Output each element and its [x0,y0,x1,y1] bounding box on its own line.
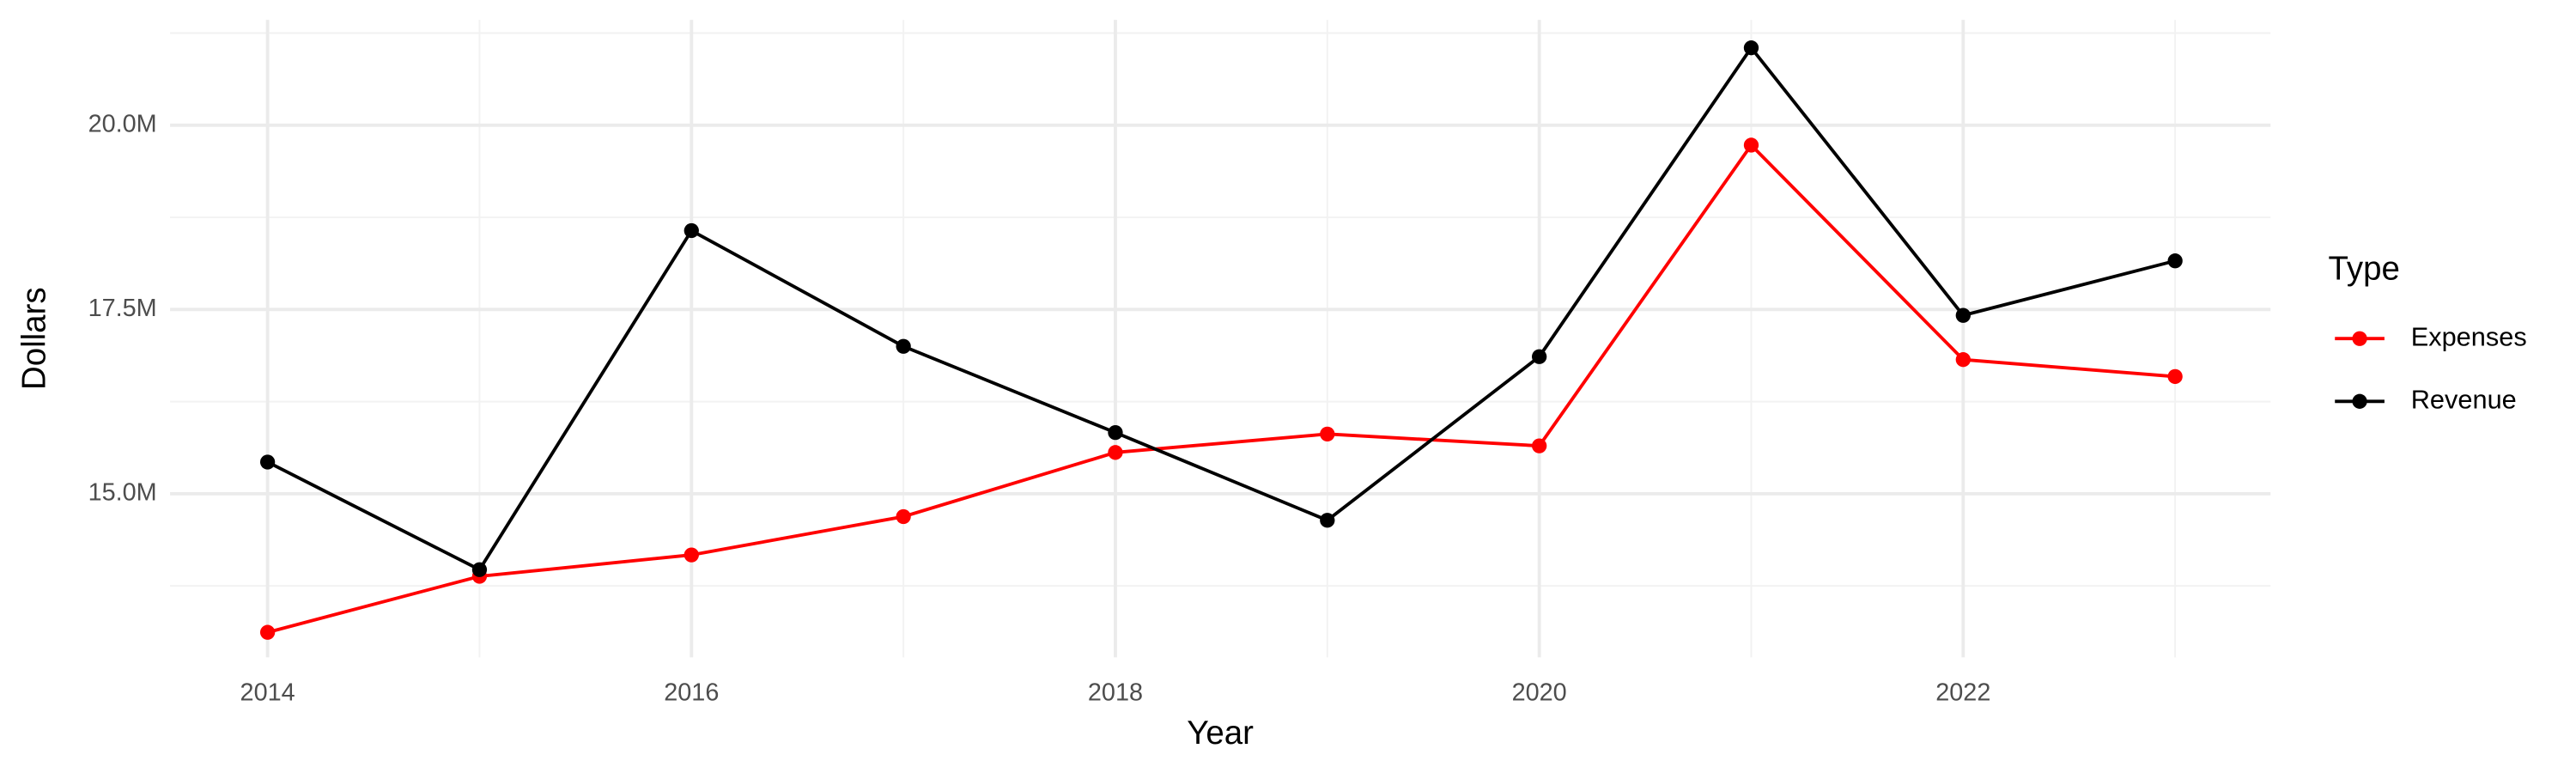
plot-area [259,40,2183,640]
data-point [1743,40,1759,56]
series-line [266,45,2176,572]
data-point [1108,424,1123,441]
legend-label: Expenses [2411,321,2527,351]
legend-title: Type [2329,251,2400,288]
data-point [2167,368,2183,385]
data-point [683,547,699,563]
legend-label: Revenue [2411,384,2517,414]
data-point [1108,445,1123,460]
x-tick-label: 2014 [240,679,295,706]
data-point [1320,426,1335,442]
y-tick-label: 15.0M [88,478,157,506]
legend: Expenses Revenue [2335,321,2527,414]
legend-key-point [2352,393,2367,409]
data-point [2167,253,2183,269]
data-point [683,222,699,239]
data-point [896,338,911,354]
data-point [259,454,276,470]
series-line [267,142,2176,635]
x-axis-title: Year [1187,715,1254,752]
legend-key-point [2352,331,2367,346]
x-tick-label: 2018 [1088,679,1143,706]
x-tick-label: 2016 [664,679,719,706]
data-point [1955,307,1971,323]
data-point [259,624,276,640]
data-point [896,508,911,525]
y-axis-title: Dollars [15,287,52,390]
x-tick-label: 2020 [1512,679,1567,706]
y-tick-label: 17.5M [88,295,157,322]
data-point [1531,349,1547,364]
data-point [1320,513,1335,528]
data-point [1955,352,1971,368]
x-tick-label: 2022 [1935,679,1990,706]
y-tick-label: 20.0M [88,110,157,137]
data-point [471,562,488,577]
data-point [1531,438,1547,453]
data-point [1743,137,1759,153]
